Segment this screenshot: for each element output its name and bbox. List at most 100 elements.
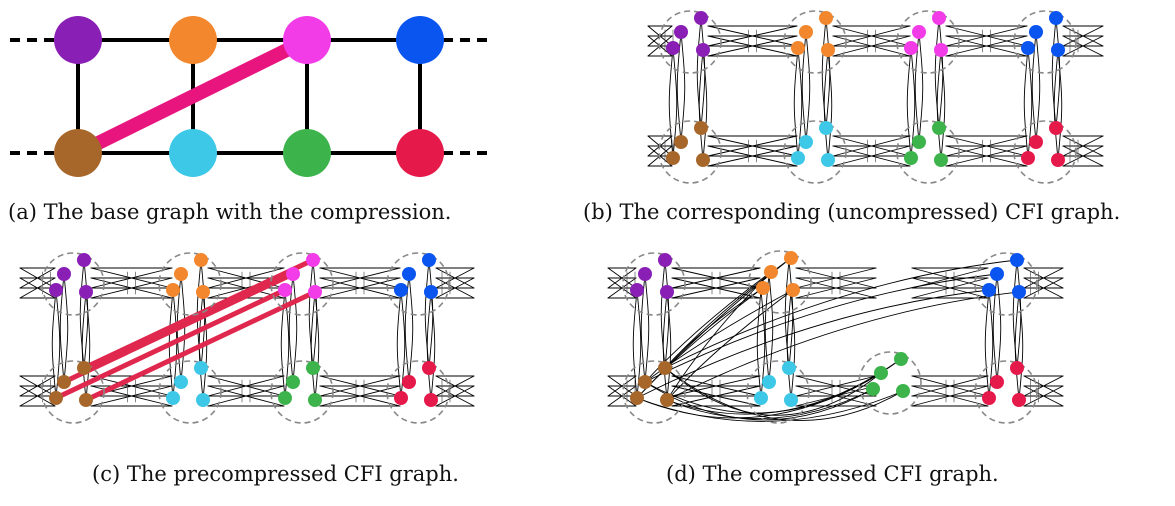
vertex-orange-3	[786, 283, 800, 297]
compressed-edge-brown-blue	[644, 273, 998, 383]
vertex-brown-3	[696, 153, 710, 167]
cfi-vertical-edge	[940, 49, 946, 161]
vertex-green-2	[904, 151, 918, 165]
gadget-outline-red	[386, 360, 450, 424]
vertex-green-0	[894, 352, 908, 366]
cfi-edge-bottom	[90, 385, 173, 407]
cfi-edge-bottom	[607, 375, 637, 397]
gadget-outline-cyan	[158, 360, 222, 424]
vertex-red-3	[424, 393, 438, 407]
cfi-vertical-edge	[698, 49, 704, 161]
vertex-purple-2	[666, 41, 680, 55]
cfi-vertical-edge	[827, 49, 833, 161]
cfi-vertical-edge	[936, 49, 942, 161]
vertex-blue-3	[424, 285, 438, 299]
vertex-magenta-3	[308, 285, 322, 299]
cfi-vertical-edge	[63, 273, 69, 383]
cfi-edge-top	[832, 35, 911, 57]
cfi-vertical-edge	[202, 291, 208, 401]
vertex-magenta-2	[278, 283, 292, 297]
vertex-purple-0	[694, 11, 708, 25]
vertex-green-3	[934, 153, 948, 167]
cfi-edge-bottom	[671, 375, 761, 397]
vertex-magenta-1	[286, 267, 300, 281]
vertex-brown-2	[630, 391, 644, 405]
vertex-cyan-3	[821, 153, 835, 167]
vertex-green-1	[286, 375, 300, 389]
vertex-red-0	[422, 361, 436, 375]
vertex-blue-1	[402, 267, 416, 281]
cfi-vertical-edge	[644, 273, 650, 383]
vertex-purple-3	[696, 43, 710, 57]
gadget-outline-magenta	[896, 10, 960, 74]
cfi-vertical-edge	[180, 273, 186, 383]
vertex-green-0	[306, 361, 320, 375]
vertex-cyan-1	[762, 375, 776, 389]
vertex-cyan-3	[784, 393, 798, 407]
vertex-magenta-1	[912, 25, 926, 39]
vertex-orange-1	[174, 267, 188, 281]
vertex-green-2	[866, 382, 880, 396]
vertex-brown-0	[658, 361, 672, 375]
cfi-vertical-edge	[666, 291, 672, 401]
vertex-brown-0	[694, 121, 708, 135]
vertex-purple-2	[49, 283, 63, 297]
caption-c: (c) The precompressed CFI graph.	[92, 462, 459, 486]
cfi-vertical-edge	[918, 31, 924, 143]
vertex-blue-0	[422, 253, 436, 267]
cfi-vertical-edge	[664, 259, 670, 369]
gadget-outline-blue	[974, 252, 1038, 316]
compression-edge	[74, 33, 311, 160]
cfi-vertical-edge	[1016, 259, 1022, 369]
cfi-vertical-edge	[292, 273, 298, 383]
cfi-edge-top	[945, 35, 1028, 57]
vertex-magenta-0	[932, 11, 946, 25]
vertex-green-2	[278, 391, 292, 405]
gadget-outline-blue	[386, 252, 450, 316]
node-orange	[169, 16, 217, 64]
cfi-edge-top	[90, 277, 173, 299]
vertex-orange-0	[784, 251, 798, 265]
gadget-outline-purple	[41, 252, 105, 316]
cfi-edge-bottom	[707, 135, 798, 157]
compressed-edge-brown-orange	[666, 289, 794, 401]
vertex-red-0	[1010, 361, 1024, 375]
vertex-red-3	[1051, 153, 1065, 167]
gadget-outline-brown	[658, 120, 722, 184]
cfi-vertical-edge	[984, 289, 990, 399]
vertex-red-1	[1029, 135, 1043, 149]
vertex-green-3	[308, 393, 322, 407]
cfi-vertical-edge	[1053, 49, 1059, 161]
vertex-brown-1	[674, 135, 688, 149]
cfi-vertical-edge	[768, 273, 774, 383]
cfi-vertical-edge	[702, 49, 708, 161]
cfi-vertical-edge	[1035, 31, 1041, 143]
compressed-edge-brown-blue	[636, 289, 990, 399]
node-red	[396, 129, 444, 177]
vertex-blue-2	[1021, 41, 1035, 55]
cfi-edge-top	[795, 277, 877, 299]
vertex-cyan-0	[782, 361, 796, 375]
vertex-brown-1	[638, 375, 652, 389]
vertex-red-1	[402, 375, 416, 389]
cfi-edge-top	[607, 267, 637, 289]
cfi-vertical-edge	[632, 289, 638, 399]
vertex-blue-1	[1029, 25, 1043, 39]
gadget-outline-green	[896, 120, 960, 184]
vertex-green-1	[912, 135, 926, 149]
gadget-outline-magenta	[270, 252, 334, 316]
vertex-red-1	[990, 375, 1004, 389]
vertex-green-0	[932, 121, 946, 135]
vertex-orange-3	[821, 43, 835, 57]
cfi-vertical-edge	[756, 289, 762, 399]
gadget-outline-cyan	[783, 120, 847, 184]
cfi-edge-bottom	[435, 385, 475, 407]
vertex-orange-2	[166, 283, 180, 297]
node-green	[283, 129, 331, 177]
cfi-edge-bottom	[911, 385, 989, 407]
compressed-edge-brown-orange	[644, 271, 772, 383]
cfi-vertical-edge	[786, 291, 792, 401]
